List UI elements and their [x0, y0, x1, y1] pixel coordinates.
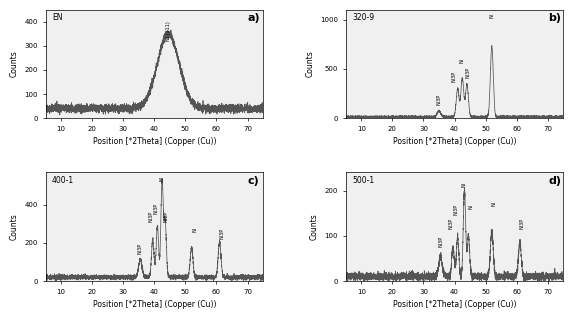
Text: 400-1: 400-1: [52, 176, 74, 185]
Text: 320-9: 320-9: [352, 13, 374, 22]
Text: Ni: Ni: [462, 182, 467, 187]
Text: b): b): [548, 13, 561, 23]
Text: Ni: Ni: [489, 13, 494, 17]
Text: Ni3P: Ni3P: [520, 218, 525, 229]
Text: Ni3P: Ni3P: [448, 218, 453, 229]
Text: Ni3P: Ni3P: [465, 67, 470, 78]
X-axis label: Position [*2Theta] (Copper (Cu)): Position [*2Theta] (Copper (Cu)): [93, 300, 216, 309]
Text: Ni3P: Ni3P: [220, 228, 225, 239]
X-axis label: Position [*2Theta] (Copper (Cu)): Position [*2Theta] (Copper (Cu)): [393, 300, 516, 309]
Text: Ni3P: Ni3P: [138, 243, 143, 254]
Text: Ni: Ni: [468, 203, 473, 209]
Text: Ni: Ni: [492, 201, 497, 206]
Text: d): d): [548, 176, 561, 186]
Text: Ni3P: Ni3P: [148, 211, 153, 222]
Text: Ni3P: Ni3P: [451, 71, 456, 82]
Y-axis label: Counts: Counts: [310, 214, 319, 240]
Text: EN: EN: [52, 13, 63, 22]
Text: Ni: Ni: [159, 176, 164, 181]
Y-axis label: Counts: Counts: [10, 214, 19, 240]
Text: 500-1: 500-1: [352, 176, 374, 185]
Text: Ni: Ni: [193, 226, 198, 232]
Y-axis label: Counts: Counts: [10, 51, 19, 77]
Y-axis label: Counts: Counts: [306, 51, 315, 77]
X-axis label: Position [*2Theta] (Copper (Cu)): Position [*2Theta] (Copper (Cu)): [93, 137, 216, 146]
X-axis label: Position [*2Theta] (Copper (Cu)): Position [*2Theta] (Copper (Cu)): [393, 137, 516, 146]
Text: Ni3P: Ni3P: [436, 94, 442, 105]
Text: a): a): [248, 13, 261, 23]
Text: Ni (111): Ni (111): [166, 21, 171, 41]
Text: Ni3P: Ni3P: [438, 236, 443, 247]
Text: Ni: Ni: [460, 58, 465, 63]
Text: Ni3P: Ni3P: [164, 211, 169, 222]
Text: Ni3P: Ni3P: [453, 204, 459, 215]
Text: c): c): [248, 176, 259, 186]
Text: Ni3P: Ni3P: [154, 203, 158, 214]
